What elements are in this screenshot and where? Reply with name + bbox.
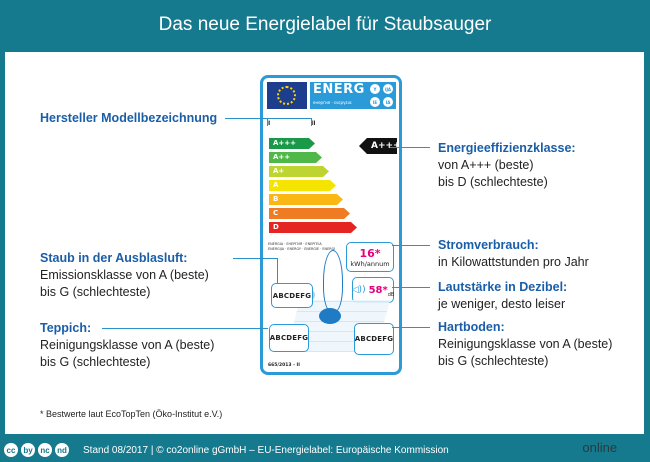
page-title: Das neue Energielabel für Staubsauger [158, 14, 492, 35]
connector-efficiency [390, 147, 430, 148]
lang-circle: IJA [383, 84, 393, 94]
callout-noise-heading: Lautstärke in Dezibel: [438, 280, 568, 294]
brand-suffix: online [582, 440, 618, 455]
kwh-value: 16* [359, 246, 381, 260]
footer-text: Stand 08/2017 | © co2online gGmbH – EU-E… [83, 444, 449, 456]
dust-class-box: ABCDEFG [271, 283, 313, 308]
footnote: * Bestwerte laut EcoTopTen (Öko-Institut… [40, 409, 223, 419]
lang-circle: IA [383, 97, 393, 107]
speaker-icon: ◁)) [351, 285, 366, 295]
lang-circle: Y [370, 84, 380, 94]
class-bar-a1: A+ [269, 166, 329, 177]
lang-circle: IE [370, 97, 380, 107]
roman-ii: II [311, 120, 316, 127]
multilang-line-2: ENERGIJA · ENERGY · ENERGIE · ENERGI [268, 247, 336, 251]
footer-wave [390, 435, 650, 462]
kwh-unit: kWh/annum [350, 259, 390, 268]
callout-carpet-line1: Reinigungsklasse von A (beste) [40, 338, 215, 352]
roman-i: I [268, 120, 271, 127]
connector-model-tick1 [267, 118, 268, 126]
license-icons: cc by nc nd [4, 443, 69, 457]
callout-carpet-line2: bis G (schlechteste) [40, 355, 151, 369]
carpet-class-box: ABCDEFG [269, 324, 309, 352]
callout-dust: Staub in der Ausblasluft: Emissionsklass… [40, 250, 209, 301]
callout-dust-line1: Emissionsklasse von A (beste) [40, 268, 209, 282]
callout-carpet: Teppich: Reinigungsklasse von A (beste) … [40, 320, 214, 371]
by-icon: by [21, 443, 35, 457]
footer-bar: cc by nc nd Stand 08/2017 | © co2online … [0, 438, 520, 462]
carpet-class-scale: ABCDEFG [269, 334, 309, 342]
connector-dust [233, 258, 277, 259]
current-class-arrow: A+++ [359, 138, 397, 154]
callout-efficiency-line2: bis D (schlechteste) [438, 175, 548, 189]
kwh-box: 16* kWh/annum [346, 242, 394, 272]
vacuum-hose-icon [323, 250, 343, 312]
multilang-line-1: ENERGIA · ЕНЕРГИЯ · ΕΝΕΡΓΕΙΑ [268, 242, 322, 246]
class-bar-b: B [269, 194, 343, 205]
energ-header: ENERG енергия · ενεργεια Y IJA IE IA [310, 82, 396, 109]
brand-prefix: co2 [560, 440, 583, 455]
callout-dust-line2: bis G (schlechteste) [40, 285, 151, 299]
callout-efficiency-heading: Energieeffizienzklasse: [438, 141, 576, 155]
callout-hardfloor-heading: Hartboden: [438, 320, 505, 334]
class-bar-a3: A+++ [269, 138, 315, 149]
db-value: 58* [368, 284, 388, 296]
energ-subtitle: енергия · ενεργεια [313, 100, 352, 105]
callout-carpet-heading: Teppich: [40, 321, 92, 335]
callout-power-heading: Stromverbrauch: [438, 238, 539, 252]
cc-icon: cc [4, 443, 18, 457]
callout-hardfloor-line2: bis G (schlechteste) [438, 354, 549, 368]
callout-hardfloor: Hartboden: Reinigungsklasse von A (beste… [438, 319, 612, 370]
class-bar-c: C [269, 208, 350, 219]
nd-icon: nd [55, 443, 69, 457]
dust-class-scale: ABCDEFG [272, 291, 312, 300]
connector-model-tick2 [311, 118, 312, 126]
connector-hardfloor [392, 327, 430, 328]
nc-icon: nc [38, 443, 52, 457]
connector-dust-drop [277, 258, 278, 284]
multilang-text: ENERGIA · ЕНЕРГИЯ · ΕΝΕΡΓΕΙΑ ENERGIJA · … [268, 242, 335, 252]
class-bar-d: D [269, 222, 357, 233]
vacuum-cleaner-icon [319, 308, 341, 324]
callout-dust-heading: Staub in der Ausblasluft: [40, 251, 188, 265]
eu-flag-icon [267, 82, 307, 109]
callout-power-line1: in Kilowattstunden pro Jahr [438, 255, 589, 269]
callout-noise-line1: je weniger, desto leiser [438, 297, 566, 311]
regulation-number: 665/2013 - II [268, 363, 300, 368]
hardfloor-class-box: ABCDEFG [354, 323, 394, 355]
connector-carpet [102, 328, 268, 329]
connector-power [392, 245, 430, 246]
callout-noise: Lautstärke in Dezibel: je weniger, desto… [438, 279, 567, 313]
class-bar-a: A [269, 180, 336, 191]
db-unit: dB [387, 292, 395, 298]
callout-power: Stromverbrauch: in Kilowattstunden pro J… [438, 237, 589, 271]
callout-hardfloor-line1: Reinigungsklasse von A (beste) [438, 337, 613, 351]
callout-model: Hersteller Modellbezeichnung [40, 110, 217, 127]
energy-label: ENERG енергия · ενεργεια Y IJA IE IA I I… [260, 75, 402, 375]
callout-model-heading: Hersteller Modellbezeichnung [40, 111, 218, 125]
callout-efficiency-line1: von A+++ (beste) [438, 158, 534, 172]
callout-efficiency: Energieeffizienzklasse: von A+++ (beste)… [438, 140, 576, 191]
class-bar-a2: A++ [269, 152, 322, 163]
energ-word: ENERG [313, 82, 365, 97]
connector-noise [392, 287, 430, 288]
db-box: ◁)) 58* dB [352, 277, 394, 303]
connector-model [225, 118, 311, 119]
hardfloor-class-scale: ABCDEFG [354, 335, 394, 343]
brand-logo: co2online [560, 440, 617, 455]
